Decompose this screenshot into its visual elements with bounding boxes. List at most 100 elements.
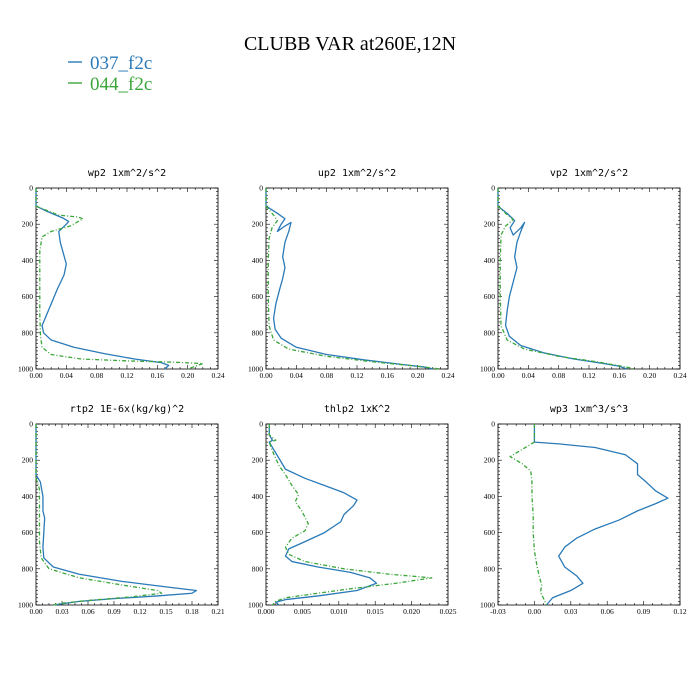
y-tick-label: 0: [491, 184, 495, 193]
y-tick-label: 600: [484, 292, 496, 301]
x-tick-label: 0.12: [120, 371, 133, 380]
y-tick-label: 800: [252, 564, 264, 573]
x-tick-label: 0.09: [107, 607, 120, 616]
x-tick-label: 0.06: [601, 607, 614, 616]
x-tick-label: 0.24: [211, 371, 224, 380]
x-tick-label: 0.00: [29, 371, 42, 380]
x-tick-label: 0.015: [367, 607, 384, 616]
y-tick-label: 600: [252, 292, 264, 301]
y-tick-label: 800: [22, 328, 34, 337]
y-tick-label: 1000: [18, 601, 33, 610]
panel-title: wp3 1xm^3/s^3: [550, 404, 628, 415]
series-line-044_f2c: [268, 424, 433, 606]
x-tick-label: 0.15: [159, 607, 172, 616]
y-tick-label: 400: [484, 256, 496, 265]
x-tick-label: 0.12: [350, 371, 363, 380]
x-tick-label: 0.12: [133, 607, 146, 616]
y-tick-label: 200: [22, 220, 34, 229]
y-tick-label: 800: [22, 564, 34, 573]
y-tick-label: 600: [22, 292, 34, 301]
series-line-044_f2c: [35, 188, 204, 370]
x-tick-label: 0.16: [381, 371, 394, 380]
y-tick-label: 200: [22, 456, 34, 465]
plot-frame: [497, 187, 681, 370]
panel-4: rtp2 1E-6x(kg/kg)^2 0 200 400 600 800 10000.00…: [18, 404, 225, 616]
y-tick-label: 400: [252, 256, 264, 265]
series-line-037_f2c: [497, 188, 628, 370]
y-tick-label: 1000: [248, 601, 263, 610]
y-tick-label: 600: [484, 528, 496, 537]
x-tick-label: 0.03: [564, 607, 577, 616]
plot-frame: [497, 423, 681, 606]
x-tick-label: 0.20: [181, 371, 194, 380]
x-tick-label: 0.16: [613, 371, 626, 380]
x-tick-label: 0.12: [673, 607, 686, 616]
panel-title: rtp2 1E-6x(kg/kg)^2: [70, 404, 184, 415]
x-tick-label: 0.00: [528, 607, 541, 616]
series-line-037_f2c: [35, 424, 197, 606]
x-tick-label: 0.000: [258, 607, 275, 616]
panel-title: wp2 1xm^2/s^2: [88, 168, 166, 179]
x-tick-label: 0.020: [403, 607, 420, 616]
y-tick-label: 1000: [18, 365, 33, 374]
x-tick-label: 0.08: [90, 371, 103, 380]
y-tick-label: 1000: [248, 365, 263, 374]
x-tick-label: 0.005: [294, 607, 311, 616]
x-tick-label: 0.21: [211, 607, 224, 616]
y-tick-label: 400: [22, 256, 34, 265]
y-tick-label: 400: [252, 492, 264, 501]
plot-frame: [265, 423, 449, 606]
x-tick-label: 0.025: [440, 607, 457, 616]
y-tick-label: 200: [252, 220, 264, 229]
y-tick-label: 400: [22, 492, 34, 501]
x-tick-label: 0.20: [411, 371, 424, 380]
x-tick-label: 0.00: [491, 371, 504, 380]
y-tick-label: 800: [484, 328, 496, 337]
x-tick-label: 0.04: [290, 371, 303, 380]
x-tick-label: 0.09: [637, 607, 650, 616]
x-tick-label: -0.03: [490, 607, 506, 616]
y-tick-label: 600: [22, 528, 34, 537]
series-line-037_f2c: [265, 188, 433, 370]
y-tick-label: 0: [259, 184, 263, 193]
y-tick-label: 200: [252, 456, 264, 465]
y-tick-label: 0: [29, 420, 33, 429]
x-tick-label: 0.12: [582, 371, 595, 380]
y-tick-label: 200: [484, 456, 496, 465]
y-tick-label: 600: [252, 528, 264, 537]
x-tick-label: 0.010: [330, 607, 347, 616]
y-tick-label: 0: [259, 420, 263, 429]
series-line-037_f2c: [268, 424, 378, 606]
x-tick-label: 0.04: [60, 371, 73, 380]
figure-title: CLUBB VAR at260E,12N: [244, 33, 456, 55]
x-tick-label: 0.08: [320, 371, 333, 380]
x-tick-label: 0.04: [522, 371, 535, 380]
y-tick-label: 400: [484, 492, 496, 501]
panel-title: thlp2 1xK^2: [324, 404, 390, 415]
legend-label-037: 037_f2c: [90, 53, 152, 74]
y-tick-label: 0: [491, 420, 495, 429]
legend-label-044: 044_f2c: [90, 74, 152, 95]
y-tick-label: 800: [252, 328, 264, 337]
plot-frame: [35, 423, 219, 606]
x-tick-label: 0.20: [643, 371, 656, 380]
series-line-044_f2c: [497, 188, 635, 370]
x-tick-label: 0.16: [151, 371, 164, 380]
y-tick-label: 200: [484, 220, 496, 229]
x-tick-label: 0.06: [81, 607, 94, 616]
panel-title: vp2 1xm^2/s^2: [550, 168, 628, 179]
x-tick-label: 0.08: [552, 371, 565, 380]
x-tick-label: 0.24: [673, 371, 686, 380]
x-tick-label: 0.24: [441, 371, 454, 380]
series-line-044_f2c: [265, 188, 441, 370]
series-line-037_f2c: [35, 188, 170, 370]
x-tick-label: 0.18: [185, 607, 198, 616]
y-tick-label: 1000: [480, 365, 495, 374]
x-tick-label: 0.00: [259, 371, 272, 380]
y-tick-label: 0: [29, 184, 33, 193]
